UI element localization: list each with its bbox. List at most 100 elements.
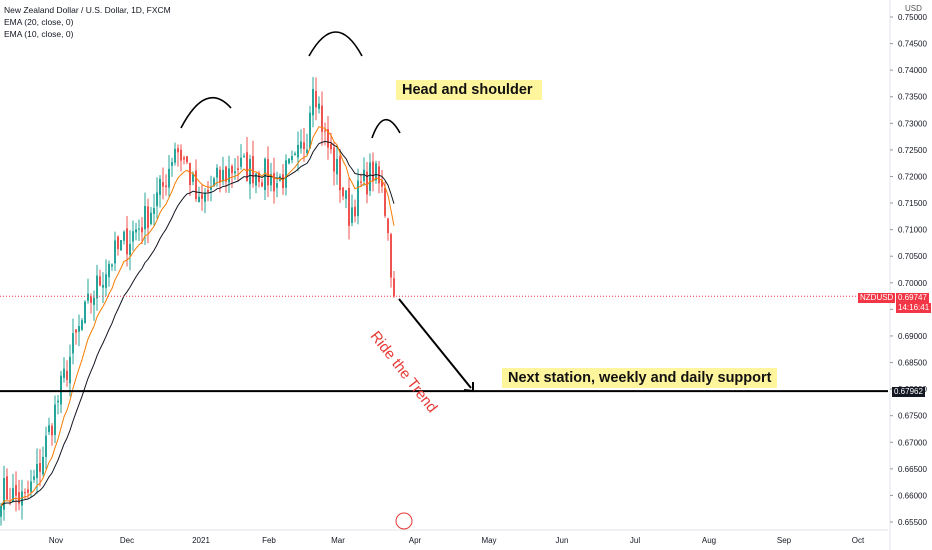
candle-body <box>51 425 53 436</box>
candle-body <box>114 240 116 264</box>
candle-body <box>201 194 203 199</box>
candle-body <box>354 206 356 217</box>
candle-body <box>324 130 326 132</box>
candle-body <box>243 155 245 157</box>
x-tick-label: Jul <box>630 536 640 545</box>
candle-body <box>330 143 332 150</box>
candle-body <box>42 456 44 475</box>
candle-body <box>192 174 194 182</box>
candle-body <box>93 297 95 305</box>
y-tick-label: 0.67000 <box>898 438 927 447</box>
candle-body <box>78 326 80 332</box>
candle-body <box>72 333 74 354</box>
candle-body <box>366 171 368 195</box>
y-tick-label: 0.73500 <box>898 93 927 102</box>
candle-body <box>165 185 167 188</box>
x-tick-label: Jun <box>556 536 569 545</box>
y-tick-label: 0.66000 <box>898 491 927 500</box>
candle-body <box>54 404 56 436</box>
chart-legend: New Zealand Dollar / U.S. Dollar, 1D, FX… <box>4 4 171 40</box>
y-tick-label: 0.70500 <box>898 252 927 261</box>
candle-body <box>219 169 221 183</box>
candle-body <box>234 171 236 174</box>
candle-body <box>204 193 206 202</box>
legend-symbol[interactable]: New Zealand Dollar / U.S. Dollar, 1D, FX… <box>4 5 171 15</box>
candle-body <box>351 207 353 223</box>
candle-body <box>294 153 296 155</box>
candle-body <box>390 234 392 278</box>
y-tick-label: 0.72000 <box>898 172 927 181</box>
candle-body <box>39 462 41 472</box>
candle-body <box>342 187 344 197</box>
next-station-callout[interactable]: Next station, weekly and daily support <box>502 368 778 388</box>
candle-body <box>276 183 278 188</box>
y-tick-label: 0.67500 <box>898 412 927 421</box>
candle-body <box>231 165 233 174</box>
candle-body <box>12 488 14 502</box>
candle-body <box>315 90 317 108</box>
candle-body <box>306 149 308 153</box>
x-tick-label: Sep <box>777 536 792 545</box>
trend-arrowhead <box>463 382 474 393</box>
candle-body <box>150 212 152 225</box>
left-shoulder-arc <box>180 96 232 129</box>
candle-body <box>15 485 17 496</box>
candle-body <box>363 169 365 182</box>
candle-body <box>360 181 362 183</box>
candle-body <box>267 159 269 186</box>
watermark-logo-icon <box>395 512 413 530</box>
head-and-shoulder-callout[interactable]: Head and shoulder <box>396 80 542 100</box>
candle-body <box>147 206 149 228</box>
candle-body <box>186 156 188 163</box>
candle-body <box>228 168 230 183</box>
x-tick-label: Dec <box>120 536 134 545</box>
head-arc <box>308 31 363 57</box>
candle-body <box>297 144 299 158</box>
candle-body <box>156 192 158 207</box>
x-tick-label: 2021 <box>192 536 210 545</box>
y-tick-label: 0.68500 <box>898 359 927 368</box>
candle-body <box>126 228 128 255</box>
candle-body <box>171 162 173 166</box>
candle-body <box>159 178 161 195</box>
candle-body <box>96 275 98 299</box>
candle-body <box>333 147 335 172</box>
candle-body <box>309 112 311 149</box>
candle-body <box>21 491 23 506</box>
candle-body <box>318 103 320 109</box>
symbol-price-tag: NZDUSD <box>858 293 896 303</box>
candle-body <box>381 180 383 187</box>
candle-body <box>288 158 290 164</box>
legend-ema10[interactable]: EMA (10, close, 0) <box>4 29 74 39</box>
x-tick-label: Feb <box>262 536 276 545</box>
candle-body <box>36 464 38 478</box>
candle-body <box>3 478 5 510</box>
candle-body <box>393 278 395 297</box>
candle-body <box>141 227 143 233</box>
candle-body <box>81 320 83 330</box>
candle-body <box>174 148 176 163</box>
candle-body <box>213 178 215 187</box>
candle-body <box>291 156 293 161</box>
candle-body <box>33 476 35 480</box>
y-tick-label: 0.66500 <box>898 465 927 474</box>
candle-body <box>303 142 305 150</box>
candle-body <box>90 296 92 303</box>
x-tick-label: Oct <box>852 536 865 545</box>
x-tick-label: Nov <box>49 536 63 545</box>
legend-ema20[interactable]: EMA (20, close, 0) <box>4 17 74 27</box>
candle-body <box>45 435 47 457</box>
candle-body <box>111 264 113 267</box>
candle-body <box>216 167 218 178</box>
candle-body <box>261 182 263 187</box>
candle-body <box>27 489 29 493</box>
candle-body <box>69 356 71 384</box>
candle-body <box>153 208 155 214</box>
candle-body <box>135 229 137 233</box>
candle-body <box>285 160 287 188</box>
candle-body <box>264 158 266 191</box>
candle-body <box>105 274 107 288</box>
candle-body <box>300 141 302 149</box>
candle-body <box>99 276 101 286</box>
